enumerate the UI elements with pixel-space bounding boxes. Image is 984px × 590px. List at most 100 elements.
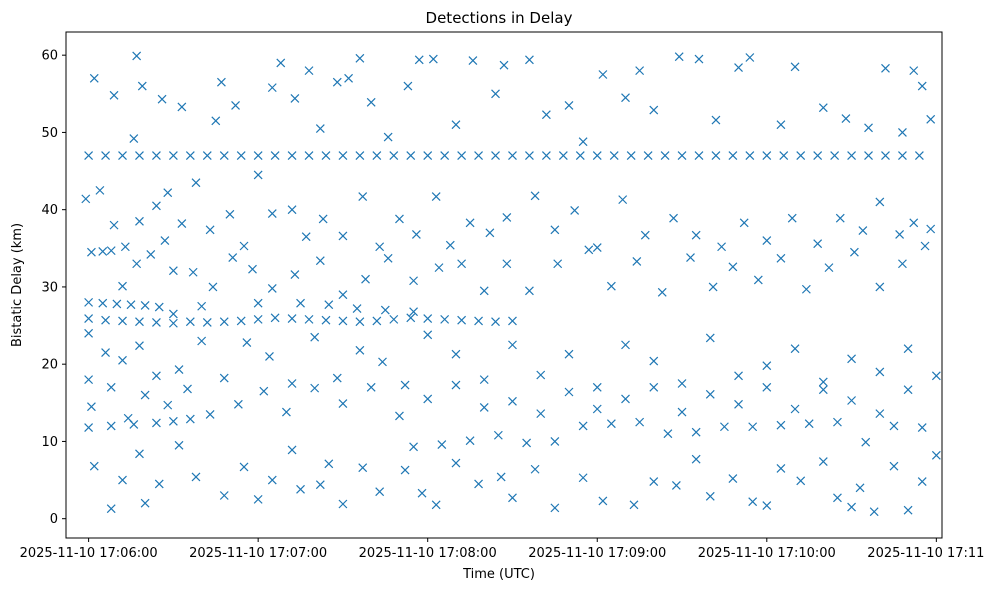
data-point xyxy=(847,354,856,364)
data-point xyxy=(112,299,122,309)
data-point xyxy=(287,151,297,161)
data-point xyxy=(304,66,314,76)
data-point xyxy=(137,81,147,91)
data-point xyxy=(380,305,390,315)
data-point xyxy=(310,383,320,393)
data-point xyxy=(728,474,738,483)
data-point xyxy=(431,192,441,201)
data-point xyxy=(734,371,743,381)
data-point xyxy=(813,151,823,161)
data-point xyxy=(304,151,314,161)
data-point xyxy=(406,151,416,161)
data-point xyxy=(324,459,334,469)
data-point xyxy=(493,430,503,440)
data-point xyxy=(457,315,467,325)
data-point xyxy=(530,191,540,201)
data-point xyxy=(606,419,616,429)
data-point xyxy=(479,375,489,385)
data-point xyxy=(177,102,187,112)
data-point xyxy=(338,231,348,241)
data-point xyxy=(409,276,418,286)
data-point xyxy=(126,300,136,310)
data-point xyxy=(584,245,594,255)
data-point xyxy=(437,440,447,449)
data-point xyxy=(632,257,642,266)
x-tick-label: 2025-11-10 17:10:00 xyxy=(698,546,836,561)
data-points xyxy=(81,51,941,517)
data-point xyxy=(174,440,184,450)
data-point xyxy=(95,185,105,195)
data-point xyxy=(502,259,512,269)
data-point xyxy=(711,151,721,161)
data-point xyxy=(355,151,365,161)
data-point xyxy=(739,218,749,228)
data-point xyxy=(106,382,116,392)
data-point xyxy=(315,256,325,266)
data-point xyxy=(135,216,144,226)
data-point xyxy=(403,81,413,91)
data-point xyxy=(474,316,483,326)
data-point xyxy=(84,423,94,432)
y-axis-label: Bistatic Delay (km) xyxy=(10,223,25,347)
data-point xyxy=(694,151,704,161)
data-point xyxy=(123,413,133,423)
data-point xyxy=(705,491,715,501)
data-point xyxy=(525,286,534,296)
data-point xyxy=(671,481,681,490)
data-point xyxy=(197,301,207,311)
data-point xyxy=(629,500,639,510)
data-point xyxy=(674,52,684,62)
data-point xyxy=(847,151,856,161)
data-point xyxy=(233,399,243,409)
data-point xyxy=(118,281,127,291)
data-point xyxy=(451,120,461,130)
data-point xyxy=(926,224,936,234)
data-point xyxy=(417,488,427,498)
data-point xyxy=(118,151,127,161)
data-point xyxy=(657,287,667,297)
data-point xyxy=(833,417,842,427)
data-point xyxy=(219,491,229,500)
data-point xyxy=(621,93,630,103)
data-point xyxy=(395,214,404,224)
data-point xyxy=(491,151,500,161)
x-tick-label: 2025-11-10 17:11:00 xyxy=(867,546,984,561)
data-point xyxy=(776,253,786,263)
data-point xyxy=(324,300,334,310)
data-point xyxy=(895,229,905,239)
x-tick-label: 2025-11-10 17:09:00 xyxy=(528,546,666,561)
data-point xyxy=(813,239,823,249)
data-point xyxy=(762,361,772,371)
data-point xyxy=(762,236,772,246)
data-point xyxy=(734,399,743,409)
y-tick-label: 20 xyxy=(41,358,58,373)
data-point xyxy=(643,151,653,161)
data-point xyxy=(796,151,806,161)
data-point xyxy=(790,62,800,72)
data-point xyxy=(592,243,602,252)
data-point xyxy=(898,151,907,161)
data-point xyxy=(267,475,277,485)
data-point xyxy=(400,380,410,390)
data-point xyxy=(414,55,424,65)
data-point xyxy=(98,246,108,256)
data-point xyxy=(152,418,161,428)
data-point xyxy=(621,340,630,350)
data-point xyxy=(621,394,630,404)
data-point xyxy=(728,262,738,272)
data-point xyxy=(304,314,314,324)
data-point xyxy=(431,500,441,510)
data-point xyxy=(592,382,602,392)
data-point xyxy=(378,357,387,367)
data-point xyxy=(525,55,534,65)
data-point xyxy=(211,116,221,126)
data-point xyxy=(564,100,574,110)
data-point xyxy=(541,151,551,161)
data-point xyxy=(253,494,263,504)
data-point xyxy=(332,373,342,383)
data-point xyxy=(152,318,161,327)
data-point xyxy=(508,151,517,161)
data-point xyxy=(776,120,786,130)
data-point xyxy=(818,377,828,387)
data-point xyxy=(183,384,192,394)
